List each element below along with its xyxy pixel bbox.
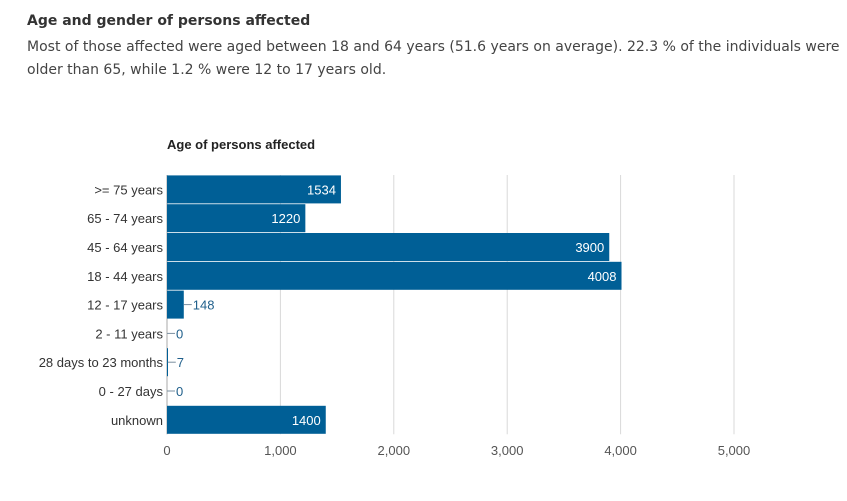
data-labels: 1534 1220 3900 4008 148 0 7 0 1400 [167,182,617,428]
bar [167,233,610,261]
category-label: 18 - 44 years [87,269,163,284]
category-label: 0 - 27 days [99,384,164,399]
bar [167,261,622,290]
data-label: 0 [176,384,183,399]
category-label: 28 days to 23 months [39,355,164,370]
data-label: 7 [177,355,184,370]
category-label: 45 - 64 years [87,240,163,255]
x-tick-label: 0 [163,443,170,458]
section-intro-text: Most of those affected were aged between… [27,39,840,78]
category-label: >= 75 years [94,182,163,197]
data-label: 1400 [292,413,321,428]
bar [167,405,326,434]
category-label: 65 - 74 years [87,211,163,226]
data-label: 1534 [307,182,336,197]
bar [167,175,341,204]
bar [167,204,306,233]
x-tick-label: 3,000 [491,443,524,458]
bar [167,290,184,319]
x-tick-label: 1,000 [264,443,297,458]
x-tick-label: 2,000 [378,443,411,458]
category-label: unknown [111,413,163,428]
section-heading: Age and gender of persons affected [27,13,311,29]
x-tick-label: 4,000 [604,443,637,458]
data-label: 3900 [575,240,604,255]
data-label: 4008 [588,269,617,284]
category-labels: >= 75 years 65 - 74 years 45 - 64 years 18 … [39,182,164,427]
data-label: 1220 [271,211,300,226]
category-label: 12 - 17 years [87,298,163,313]
category-label: 2 - 11 years [95,326,163,341]
x-axis-ticks: 0 1,000 2,000 3,000 4,000 5,000 [163,443,750,458]
data-label: 0 [176,326,183,341]
bars [167,175,622,434]
data-label: 148 [193,298,215,313]
x-tick-label: 5,000 [718,443,751,458]
bar [167,348,168,377]
chart-title: Age of persons affected [167,137,315,152]
